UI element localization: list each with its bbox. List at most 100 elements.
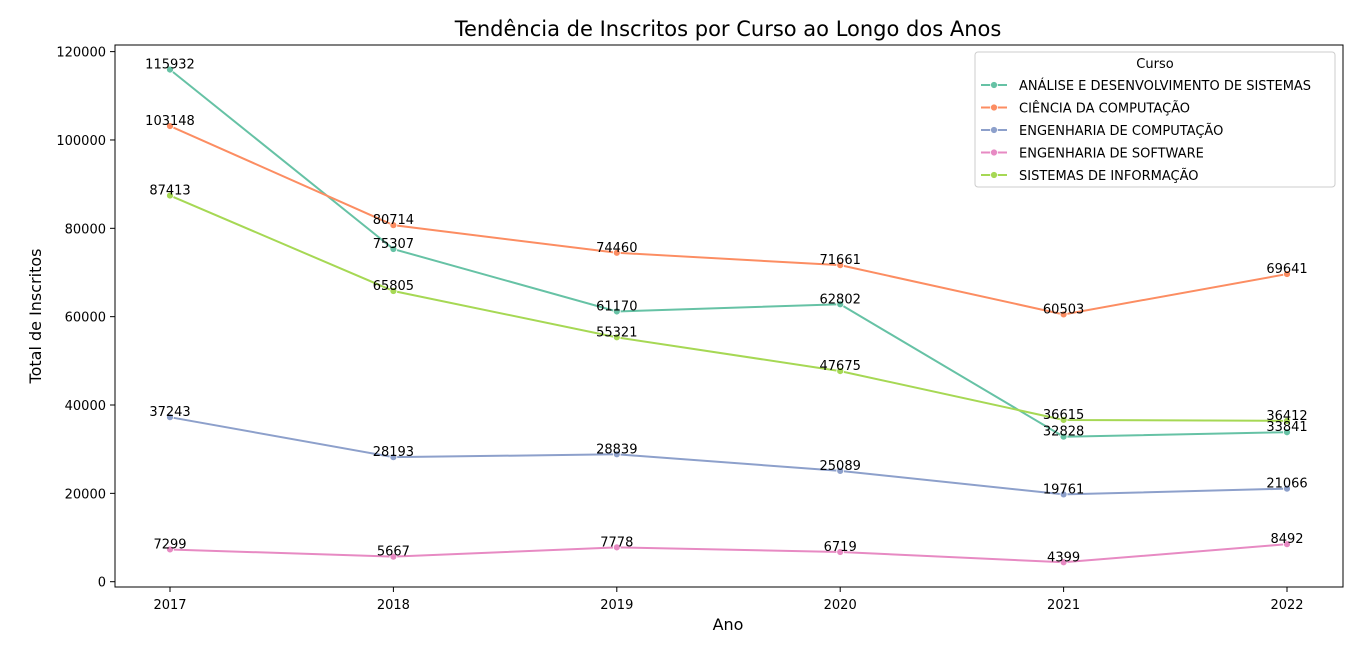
data-label: 55321	[596, 325, 637, 340]
data-point	[1059, 490, 1068, 499]
data-label: 62802	[820, 292, 861, 307]
data-point	[166, 65, 174, 74]
data-label: 74460	[596, 241, 637, 256]
legend: Curso ANÁLISE E DESENVOLVIMENTO DE SISTE…	[974, 51, 1336, 188]
data-point	[836, 261, 845, 270]
data-point	[836, 466, 845, 475]
x-tick-label: 2017	[153, 598, 186, 613]
data-label: 4399	[1047, 550, 1080, 565]
data-label: 115932	[145, 58, 195, 73]
y-tick-label: 0	[98, 576, 106, 591]
data-label: 33841	[1266, 420, 1307, 435]
data-point	[166, 191, 174, 200]
x-tick-label: 2020	[824, 598, 857, 613]
data-label: 75307	[373, 237, 414, 252]
series-line-1	[169, 125, 1288, 316]
data-label: 7299	[153, 537, 186, 552]
x-axis-label: Ano	[713, 615, 744, 634]
plot-area	[114, 44, 1344, 588]
data-point	[389, 453, 398, 462]
data-label: 6719	[824, 540, 857, 555]
legend-entry-label: ANÁLISE E DESENVOLVIMENTO DE SISTEMAS	[1019, 78, 1311, 94]
data-label: 87413	[149, 184, 190, 199]
x-tick-label: 2018	[377, 598, 410, 613]
series-line-0	[169, 68, 1288, 438]
series-line-4	[169, 194, 1288, 422]
data-label: 80714	[373, 213, 414, 228]
data-point	[1059, 310, 1068, 319]
legend-swatch-marker	[990, 103, 998, 112]
y-tick-label: 60000	[65, 311, 106, 326]
y-tick-label: 40000	[65, 399, 106, 414]
data-label: 37243	[149, 405, 190, 420]
data-point	[166, 545, 174, 554]
data-label: 7778	[600, 535, 633, 550]
chart-title: Tendência de Inscritos por Curso ao Long…	[454, 17, 1002, 41]
legend-entry-label: ENGENHARIA DE SOFTWARE	[1019, 147, 1204, 162]
x-tick-label: 2019	[600, 598, 633, 613]
data-point	[836, 367, 845, 376]
data-label: 28839	[596, 442, 637, 457]
data-label: 32828	[1043, 425, 1084, 440]
data-point	[1059, 432, 1068, 441]
data-label: 65805	[373, 279, 414, 294]
data-point	[1059, 558, 1068, 567]
legend-entry-label: ENGENHARIA DE COMPUTAÇÃO	[1019, 123, 1223, 139]
legend-entry-label: CIÊNCIA DA COMPUTAÇÃO	[1019, 101, 1190, 117]
y-axis: 0 20000 40000 60000 80000 100000 120000	[56, 46, 115, 591]
x-tick-label: 2022	[1270, 598, 1303, 613]
data-label: 36615	[1043, 408, 1084, 423]
series-lines	[166, 65, 1291, 567]
data-point	[1283, 270, 1291, 278]
data-label: 61170	[596, 299, 637, 314]
data-label: 19761	[1043, 482, 1084, 497]
data-label: 36412	[1266, 409, 1307, 424]
data-point	[166, 122, 174, 130]
legend-frame	[974, 51, 1336, 188]
data-point	[1283, 416, 1291, 425]
series-line-3	[169, 543, 1288, 564]
data-point	[612, 333, 621, 342]
legend-swatch-marker	[990, 81, 998, 89]
y-tick-label: 80000	[65, 222, 106, 237]
data-point	[389, 552, 398, 561]
legend-swatch-marker	[990, 171, 998, 179]
legend-swatch-marker	[990, 148, 998, 157]
data-labels: 115932 75307 61170 62802 32828 33841 103148 807…	[145, 58, 1308, 566]
data-label: 25089	[820, 459, 861, 474]
data-point	[1283, 540, 1291, 549]
legend-swatch-marker	[990, 126, 998, 134]
data-point	[612, 248, 621, 257]
series-line-2	[169, 416, 1288, 496]
data-point	[389, 287, 398, 295]
data-label: 71661	[820, 253, 861, 268]
legend-entry-label: SISTEMAS DE INFORMAÇÃO	[1019, 168, 1199, 184]
y-tick-label: 120000	[56, 46, 106, 61]
data-point	[836, 300, 845, 309]
data-label: 21066	[1266, 477, 1307, 492]
x-axis: 2017 2018 2019 2020 2021 2022	[153, 587, 1304, 613]
data-point	[612, 543, 621, 552]
data-point	[1283, 484, 1291, 493]
y-tick-label: 100000	[56, 134, 106, 149]
y-axis-label: Total de Inscritos	[26, 249, 45, 385]
data-label: 28193	[373, 445, 414, 460]
data-point	[836, 548, 845, 556]
data-label: 69641	[1266, 262, 1307, 277]
data-point	[612, 450, 621, 459]
legend-title: Curso	[1136, 57, 1173, 72]
x-tick-label: 2021	[1047, 598, 1080, 613]
data-label: 5667	[377, 545, 410, 560]
data-label: 103148	[145, 114, 195, 129]
data-label: 60503	[1043, 302, 1084, 317]
data-point	[1059, 416, 1068, 424]
data-label: 47675	[820, 359, 861, 374]
data-point	[612, 307, 621, 316]
data-point	[389, 245, 398, 253]
data-point	[389, 221, 398, 230]
y-tick-label: 20000	[65, 487, 106, 502]
data-label: 8492	[1270, 532, 1303, 547]
data-point	[1283, 428, 1291, 437]
data-point	[166, 413, 174, 422]
